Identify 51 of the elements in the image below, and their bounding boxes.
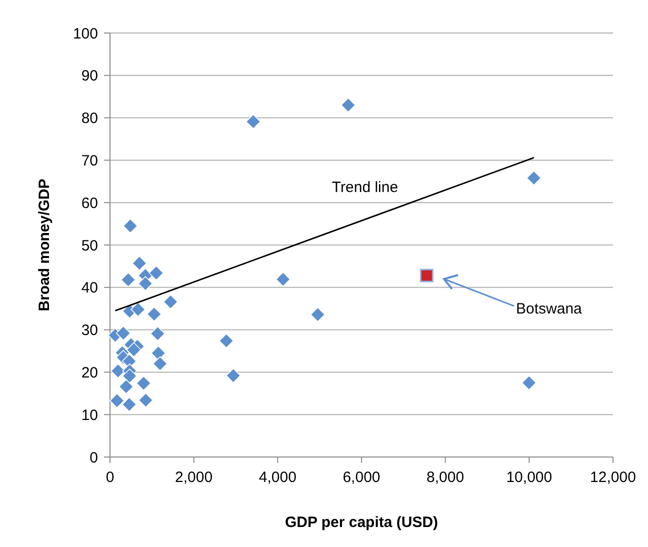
y-tick-label: 100 (72, 25, 98, 42)
y-tick-label: 40 (81, 280, 98, 297)
y-axis-title: Broad money/GDP (36, 178, 53, 312)
y-tick-label: 20 (81, 364, 98, 382)
point (246, 114, 261, 130)
x-tick-label: 4,000 (258, 469, 296, 486)
point (136, 376, 152, 391)
point (132, 256, 147, 271)
point (130, 302, 146, 317)
y-tick-label: 60 (81, 194, 98, 212)
point (122, 397, 137, 412)
annotation: Botswana (516, 300, 583, 318)
point (218, 333, 234, 348)
y-tick-label: 90 (81, 68, 98, 85)
x-tick-label: 6,000 (342, 469, 380, 486)
x-tick-label: 8,000 (426, 469, 464, 486)
x-tick-label: 0 (106, 469, 114, 486)
point (310, 307, 326, 322)
y-tick-label: 10 (81, 406, 98, 424)
x-tick-label: 10,000 (506, 469, 552, 486)
point (148, 266, 164, 280)
point (146, 306, 162, 322)
point (340, 98, 356, 112)
x-tick-label: 2,000 (175, 469, 213, 486)
point (522, 375, 536, 390)
point (526, 170, 542, 186)
point (420, 268, 434, 282)
point (120, 272, 136, 288)
point (110, 393, 124, 408)
point (226, 368, 241, 383)
annotation: Trend line (332, 179, 398, 196)
point (138, 276, 153, 291)
y-tick-label: 80 (81, 110, 98, 128)
point (152, 356, 168, 372)
point (122, 368, 138, 384)
x-axis-title: GDP per capita (USD) (284, 514, 438, 531)
y-tick-label: 0 (90, 449, 98, 466)
point (126, 342, 142, 358)
point (276, 272, 290, 287)
point (118, 379, 134, 394)
point (110, 364, 126, 378)
point (150, 326, 166, 342)
y-tick-label: 70 (81, 152, 98, 170)
x-tick-label: 12,000 (590, 469, 636, 486)
point (163, 294, 178, 310)
point (122, 218, 138, 234)
point (116, 326, 131, 341)
y-tick-label: 50 (81, 237, 98, 254)
point (150, 346, 166, 361)
point (138, 392, 154, 408)
y-tick-label: 30 (81, 322, 98, 340)
